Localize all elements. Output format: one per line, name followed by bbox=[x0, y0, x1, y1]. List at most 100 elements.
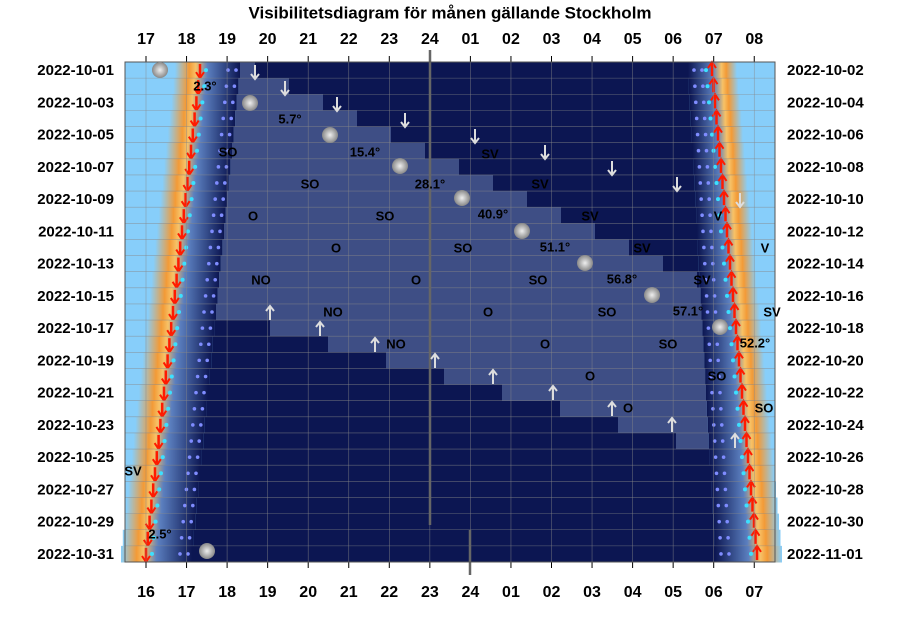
direction-label: SO bbox=[708, 368, 727, 383]
twilight-dot bbox=[218, 229, 222, 234]
twilight-dot bbox=[700, 68, 704, 72]
twilight-dot bbox=[732, 374, 737, 379]
twilight-dot bbox=[695, 132, 700, 137]
twilight-dot bbox=[191, 503, 195, 508]
plot-frame bbox=[124, 61, 776, 563]
night bbox=[233, 126, 692, 144]
twilight-dot bbox=[717, 374, 721, 379]
twilight-dot bbox=[707, 342, 712, 347]
altitude-label: 51.1° bbox=[540, 239, 571, 254]
twilight-dot bbox=[213, 197, 217, 201]
moon-icon bbox=[514, 223, 530, 239]
bottom-hour-label: 21 bbox=[340, 584, 358, 601]
twilight-dot bbox=[215, 181, 219, 185]
bottom-hour-label: 04 bbox=[624, 584, 642, 601]
twilight-dot bbox=[189, 197, 194, 202]
twilight-dot bbox=[195, 374, 200, 379]
twilight-dot bbox=[184, 245, 189, 250]
twilight-dot bbox=[223, 100, 227, 105]
left-date-label: 2022-10-15 bbox=[37, 288, 114, 305]
twilight-dot bbox=[192, 406, 197, 411]
moon-icon bbox=[577, 255, 593, 271]
twilight-dot bbox=[181, 519, 185, 524]
twilight-dot bbox=[703, 277, 708, 282]
moon-up-band bbox=[227, 191, 527, 208]
twilight-dot bbox=[718, 390, 722, 395]
twilight-dot bbox=[200, 406, 205, 411]
twilight-dot bbox=[155, 503, 160, 508]
top-hour-label: 17 bbox=[137, 31, 155, 48]
moon-up-band bbox=[444, 368, 706, 386]
twilight-dot bbox=[208, 326, 213, 330]
twilight-dot bbox=[192, 487, 197, 492]
bottom-hour-label: 19 bbox=[259, 584, 277, 601]
moonrise-arrow bbox=[607, 400, 617, 416]
twilight-dot bbox=[195, 455, 200, 459]
twilight-dot bbox=[202, 310, 206, 314]
twilight-dot bbox=[719, 406, 723, 411]
top-hour-label: 20 bbox=[259, 31, 277, 48]
twilight-dot bbox=[231, 100, 235, 105]
twilight-dot bbox=[187, 455, 192, 459]
right-date-label: 2022-10-14 bbox=[787, 256, 864, 273]
twilight-dot bbox=[712, 294, 717, 298]
night bbox=[198, 481, 712, 498]
direction-label: SV bbox=[693, 272, 711, 287]
twilight-dot bbox=[200, 100, 205, 105]
twilight-dot bbox=[215, 261, 219, 266]
left-date-label: 2022-10-03 bbox=[37, 94, 114, 111]
twilight-dot bbox=[700, 213, 704, 218]
moonset-arrow bbox=[607, 161, 617, 177]
altitude-label: 52.2° bbox=[740, 335, 771, 350]
twilight-dot bbox=[211, 213, 216, 218]
top-hour-label: 24 bbox=[421, 31, 439, 48]
altitude-label: 57.1° bbox=[673, 303, 704, 318]
evening-twilight bbox=[133, 432, 204, 450]
left-date-label: 2022-10-23 bbox=[37, 417, 114, 434]
right-date-label: 2022-10-04 bbox=[787, 94, 864, 111]
twilight-dot bbox=[710, 132, 714, 137]
evening-twilight bbox=[148, 303, 216, 321]
twilight-dot bbox=[219, 132, 224, 137]
twilight-dot bbox=[178, 293, 183, 298]
twilight-dot bbox=[744, 503, 749, 508]
altitude-label: 56.8° bbox=[607, 271, 638, 286]
moon-up-band bbox=[233, 126, 391, 144]
twilight-dot bbox=[226, 68, 230, 72]
direction-label: SO bbox=[529, 272, 548, 287]
left-date-label: 2022-10-21 bbox=[37, 385, 114, 402]
night bbox=[201, 449, 710, 466]
twilight-dot bbox=[207, 261, 211, 266]
moonset-arrow bbox=[540, 145, 550, 161]
altitude-label: 2.3° bbox=[193, 78, 216, 93]
night bbox=[217, 287, 701, 305]
night bbox=[206, 400, 707, 418]
moonrise-arrow bbox=[667, 416, 677, 432]
left-date-label: 2022-10-17 bbox=[37, 320, 114, 337]
twilight-dot bbox=[229, 116, 233, 121]
left-date-label: 2022-10-05 bbox=[37, 127, 114, 144]
twilight-dot bbox=[720, 245, 725, 250]
night bbox=[224, 223, 697, 240]
bottom-hour-label: 03 bbox=[583, 584, 601, 601]
twilight-dot bbox=[157, 487, 162, 492]
moon-up-band bbox=[676, 432, 709, 450]
evening-twilight bbox=[160, 191, 228, 208]
left-date-label: 2022-10-09 bbox=[37, 191, 114, 208]
moon-up-band bbox=[217, 287, 701, 305]
right-date-label: 2022-10-18 bbox=[787, 320, 864, 337]
direction-label: SV bbox=[124, 463, 142, 478]
twilight-dot bbox=[223, 181, 227, 185]
night bbox=[225, 207, 697, 224]
night bbox=[228, 174, 695, 192]
twilight-dot bbox=[746, 519, 750, 524]
twilight-dot bbox=[705, 310, 710, 314]
top-hour-label: 21 bbox=[299, 31, 317, 48]
right-date-label: 2022-10-12 bbox=[787, 223, 864, 240]
twilight-dot bbox=[189, 439, 193, 443]
twilight-dot bbox=[159, 471, 163, 476]
twilight-dot bbox=[204, 68, 208, 73]
top-hour-label: 19 bbox=[218, 31, 236, 48]
left-date-label: 2022-10-07 bbox=[37, 159, 114, 176]
moonset-arrow bbox=[470, 129, 480, 145]
